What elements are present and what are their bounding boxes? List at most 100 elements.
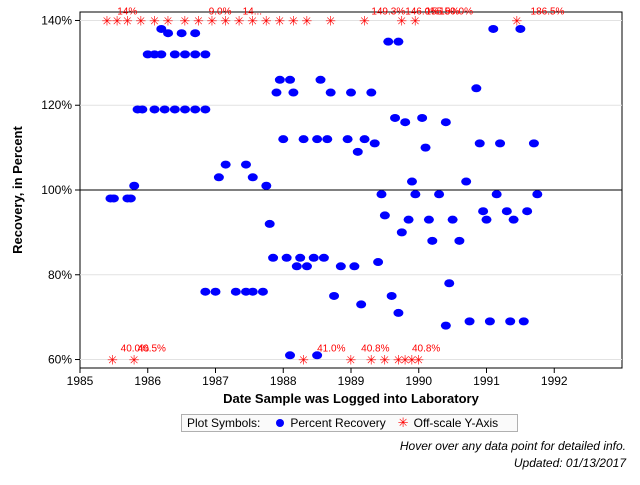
recovery-point[interactable]	[522, 207, 533, 216]
offscale-point[interactable]: ✳	[288, 13, 299, 28]
offscale-point[interactable]: ✳	[107, 353, 118, 368]
recovery-point[interactable]	[298, 135, 309, 144]
offscale-point[interactable]: ✳	[413, 353, 424, 368]
recovery-point[interactable]	[508, 215, 519, 224]
recovery-point[interactable]	[176, 29, 187, 38]
recovery-point[interactable]	[156, 50, 167, 59]
recovery-point[interactable]	[213, 173, 224, 182]
recovery-point[interactable]	[190, 29, 201, 38]
offscale-point[interactable]: ✳	[129, 353, 140, 368]
recovery-point[interactable]	[180, 50, 191, 59]
offscale-point[interactable]: ✳	[234, 13, 245, 28]
recovery-point[interactable]	[180, 105, 191, 114]
offscale-point[interactable]: ✳	[193, 13, 204, 28]
recovery-point[interactable]	[379, 211, 390, 220]
recovery-point[interactable]	[376, 190, 387, 199]
offscale-point[interactable]: ✳	[102, 13, 113, 28]
recovery-point[interactable]	[137, 105, 148, 114]
recovery-point[interactable]	[190, 105, 201, 114]
recovery-point[interactable]	[346, 88, 356, 97]
recovery-point[interactable]	[247, 173, 258, 182]
recovery-point[interactable]	[488, 24, 499, 33]
recovery-point[interactable]	[356, 300, 367, 309]
offscale-point[interactable]: ✳	[396, 13, 407, 28]
recovery-point[interactable]	[528, 139, 539, 148]
recovery-point[interactable]	[461, 177, 472, 186]
recovery-point[interactable]	[342, 135, 353, 144]
recovery-point[interactable]	[505, 317, 516, 326]
recovery-point[interactable]	[200, 287, 211, 296]
recovery-point[interactable]	[291, 262, 302, 271]
recovery-point[interactable]	[257, 287, 268, 296]
recovery-point[interactable]	[471, 84, 482, 93]
offscale-point[interactable]: ✳	[410, 13, 421, 28]
recovery-point[interactable]	[288, 88, 299, 97]
offscale-point[interactable]: ✳	[136, 13, 147, 28]
recovery-point[interactable]	[278, 135, 289, 144]
recovery-point[interactable]	[393, 308, 404, 317]
recovery-point[interactable]	[383, 37, 394, 46]
offscale-point[interactable]: ✳	[207, 13, 218, 28]
recovery-point[interactable]	[169, 50, 180, 59]
recovery-point[interactable]	[312, 135, 323, 144]
recovery-point[interactable]	[406, 177, 417, 186]
recovery-point[interactable]	[285, 351, 296, 360]
recovery-point[interactable]	[478, 207, 489, 216]
recovery-point[interactable]	[403, 215, 414, 224]
recovery-point[interactable]	[515, 24, 526, 33]
recovery-point[interactable]	[410, 190, 421, 199]
recovery-point[interactable]	[230, 287, 241, 296]
recovery-point[interactable]	[352, 147, 363, 156]
recovery-point[interactable]	[318, 253, 329, 262]
recovery-point[interactable]	[440, 321, 451, 330]
offscale-point[interactable]: ✳	[180, 13, 191, 28]
recovery-point[interactable]	[125, 194, 136, 203]
recovery-point[interactable]	[295, 253, 306, 262]
recovery-point[interactable]	[247, 287, 258, 296]
offscale-point[interactable]: ✳	[302, 13, 313, 28]
recovery-point[interactable]	[108, 194, 119, 203]
recovery-point[interactable]	[491, 190, 502, 199]
recovery-point[interactable]	[427, 236, 438, 245]
recovery-point[interactable]	[220, 160, 231, 169]
recovery-point[interactable]	[369, 139, 380, 148]
recovery-point[interactable]	[163, 29, 174, 38]
recovery-point[interactable]	[366, 88, 377, 97]
offscale-point[interactable]: ✳	[149, 13, 160, 28]
offscale-point[interactable]: ✳	[359, 13, 370, 28]
recovery-point[interactable]	[301, 262, 312, 271]
recovery-point[interactable]	[349, 262, 360, 271]
offscale-points[interactable]: ✳ ✳ ✳ ✳ ✳ ✳ ✳ ✳ ✳ ✳ ✳ ✳ ✳ ✳ ✳ ✳ ✳ ✳ ✳ ✳ ✳✳ ✳ ✳ ✳ ✳ ✳ ✳✳✳✳	[102, 13, 523, 367]
recovery-point[interactable]	[329, 291, 340, 300]
offscale-point[interactable]: ✳	[400, 353, 411, 368]
recovery-point[interactable]	[264, 219, 275, 228]
recovery-point[interactable]	[281, 253, 292, 262]
offscale-point[interactable]: ✳	[325, 13, 336, 28]
offscale-point[interactable]: ✳	[261, 13, 272, 28]
legend-item-percent-recovery[interactable]: Percent Recovery	[276, 416, 386, 430]
recovery-point[interactable]	[423, 215, 434, 224]
offscale-point[interactable]: ✳	[393, 353, 404, 368]
recovery-point[interactable]	[434, 190, 445, 199]
recovery-point[interactable]	[390, 113, 401, 122]
recovery-point[interactable]	[396, 228, 407, 237]
recovery-point[interactable]	[149, 105, 160, 114]
recovery-point[interactable]	[312, 351, 323, 360]
offscale-point[interactable]: ✳	[247, 13, 258, 28]
recovery-point[interactable]	[285, 75, 296, 84]
offscale-point[interactable]: ✳	[366, 353, 377, 368]
recovery-point[interactable]	[268, 253, 279, 262]
recovery-point[interactable]	[447, 215, 458, 224]
recovery-point[interactable]	[454, 236, 465, 245]
offscale-point[interactable]: ✳	[346, 353, 357, 368]
offscale-point[interactable]: ✳	[274, 13, 285, 28]
offscale-point[interactable]: ✳	[512, 13, 523, 28]
recovery-point[interactable]	[481, 215, 492, 224]
recovery-point[interactable]	[464, 317, 475, 326]
recovery-point[interactable]	[240, 160, 251, 169]
recovery-point[interactable]	[393, 37, 404, 46]
recovery-point[interactable]	[129, 181, 140, 190]
recovery-point[interactable]	[271, 88, 282, 97]
offscale-point[interactable]: ✳	[407, 353, 418, 368]
offscale-point[interactable]: ✳	[220, 13, 231, 28]
